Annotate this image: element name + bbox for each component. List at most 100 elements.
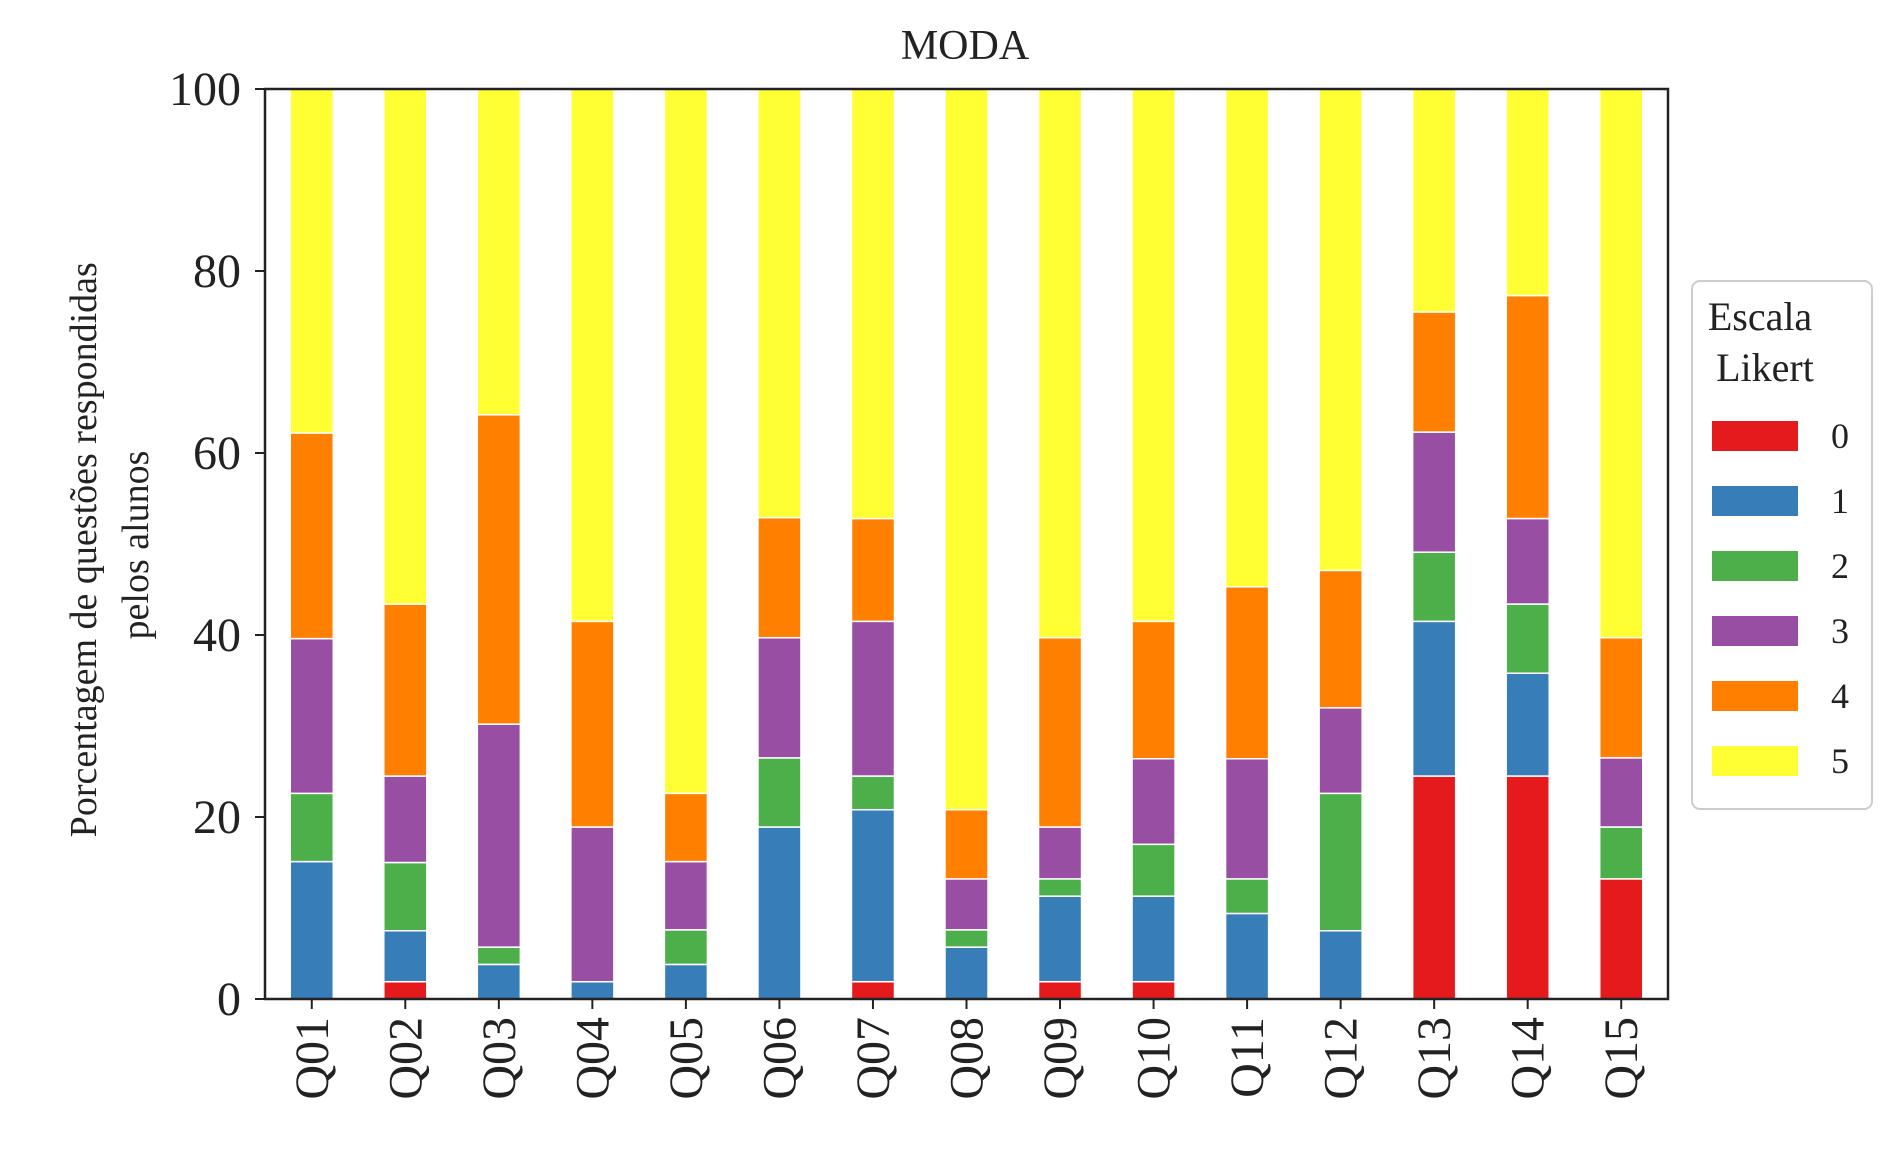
bar-segment-Q05-3 [663,860,709,931]
y-tick-label: 40 [193,609,241,662]
bar-segment-Q12-3 [1318,707,1363,795]
bar-segment-Q13-1 [1411,620,1457,777]
legend-label: 4 [1831,676,1849,716]
bar-segment-Q10-0 [1131,980,1176,1000]
x-tick-label: Q01 [286,1017,339,1100]
bar-segment-Q02-5 [383,88,428,605]
bar-segment-Q09-2 [1037,878,1083,897]
bar-segment-Q10-4 [1131,620,1176,760]
x-tick-label: Q13 [1408,1017,1461,1100]
legend-swatch-3 [1712,616,1798,646]
bar-segment-Q06-2 [757,757,802,828]
bar-segment-Q13-0 [1411,775,1457,1000]
bar-segment-Q01-5 [289,88,335,434]
bar-segment-Q15-3 [1598,757,1644,828]
bar-segment-Q05-4 [663,792,709,863]
legend-label: 1 [1831,481,1849,521]
bar-segment-Q06-3 [757,636,802,759]
y-axis-ticks: 0 20 40 60 80 100 [169,63,265,1026]
bar-segment-Q15-0 [1598,878,1644,1000]
x-tick-label: Q11 [1221,1017,1274,1098]
chart-title: MODA [901,23,1030,69]
bar-segment-Q10-2 [1131,843,1176,897]
bar-segment-Q08-2 [944,929,989,948]
bar-segment-Q10-3 [1131,758,1176,846]
bar-segment-Q01-1 [289,860,335,1000]
legend-title-line-1: Escala [1708,294,1813,339]
legend-entries: 0 1 2 3 4 5 [1712,416,1849,781]
bar-segment-Q02-1 [383,930,428,983]
bar-segment-Q06-5 [757,88,802,519]
bar-segment-Q03-1 [476,963,522,1000]
bar-segment-Q08-3 [944,878,989,931]
x-tick-label: Q03 [473,1017,526,1100]
bar-segment-Q04-4 [570,620,615,828]
bar-segment-Q11-3 [1224,758,1270,880]
bar-segment-Q07-0 [850,980,896,1000]
bar-segment-Q03-4 [476,414,522,725]
plot-frame [263,87,1670,1001]
x-tick-label: Q14 [1502,1017,1555,1100]
legend-label: 5 [1831,741,1849,781]
bar-segment-Q02-0 [383,980,428,1000]
bar-segment-Q09-5 [1037,88,1083,639]
bar-segment-Q03-2 [476,946,522,966]
y-tick-label: 100 [169,63,241,116]
x-tick-label: Q07 [847,1017,900,1100]
bar-segment-Q12-5 [1318,88,1363,572]
legend: Escala Likert 0 1 2 3 4 5 [1691,280,1873,810]
bar-segment-Q07-4 [850,517,896,623]
bar-segment-Q13-3 [1411,431,1457,553]
x-tick-label: Q06 [753,1017,806,1100]
bar-segment-Q07-5 [850,88,896,520]
bar-segment-Q08-5 [944,88,989,811]
y-tick-label: 80 [193,245,241,298]
bar-segment-Q14-2 [1505,603,1550,674]
x-tick-label: Q04 [566,1017,619,1100]
bar-segment-Q09-4 [1037,636,1083,828]
bar-segment-Q14-1 [1505,672,1550,777]
bar-segment-Q04-3 [570,826,615,983]
legend-swatch-1 [1712,486,1798,516]
bar-segment-Q08-1 [944,946,989,1000]
legend-frame [1691,280,1873,810]
bar-segment-Q06-1 [757,826,802,1000]
bar-segment-Q09-3 [1037,826,1083,880]
x-tick-label: Q05 [660,1017,713,1100]
legend-title: Escala Likert [1708,294,1822,390]
x-tick-label: Q08 [941,1017,994,1100]
x-tick-label: Q10 [1128,1017,1181,1100]
x-tick-label: Q09 [1034,1017,1087,1100]
bar-segment-Q13-5 [1411,88,1457,313]
bar-segment-Q11-2 [1224,878,1270,915]
bar-segment-Q02-2 [383,861,428,932]
bar-segment-Q02-3 [383,775,428,864]
bar-segment-Q13-2 [1411,551,1457,623]
x-axis-ticks: Q01 Q02 Q03 Q04 Q05 Q06 Q07 Q08 Q09 Q10 Q11 Q12 Q13 Q… [286,999,1648,1100]
bars [289,88,1644,1000]
y-tick-label: 60 [193,427,241,480]
bar-segment-Q11-4 [1224,586,1270,760]
legend-label: 2 [1831,546,1849,586]
bar-segment-Q12-2 [1318,792,1363,932]
bar-segment-Q14-0 [1505,775,1550,1000]
bar-segment-Q09-1 [1037,895,1083,983]
bar-segment-Q03-3 [476,723,522,948]
y-axis-title-line-1: Porcentagem de questões respondidas [63,262,105,837]
legend-label: 0 [1831,416,1849,456]
x-tick-label: Q02 [379,1017,432,1100]
bar-segment-Q13-4 [1411,311,1457,433]
legend-swatch-5 [1712,746,1798,776]
bar-segment-Q11-5 [1224,88,1270,588]
bar-segment-Q11-1 [1224,912,1270,1000]
bar-segment-Q05-1 [663,963,709,1000]
legend-swatch-0 [1712,421,1798,451]
bar-segment-Q02-4 [383,603,428,777]
legend-label: 3 [1831,611,1849,651]
legend-swatch-2 [1712,551,1798,581]
y-axis-title-line-2: pelos alunos [115,451,157,640]
y-axis-title: Porcentagem de questões respondidas pelo… [63,253,157,838]
legend-title-line-2: Likert [1716,345,1814,390]
bar-segment-Q14-3 [1505,517,1550,605]
bar-segment-Q10-1 [1131,895,1176,983]
